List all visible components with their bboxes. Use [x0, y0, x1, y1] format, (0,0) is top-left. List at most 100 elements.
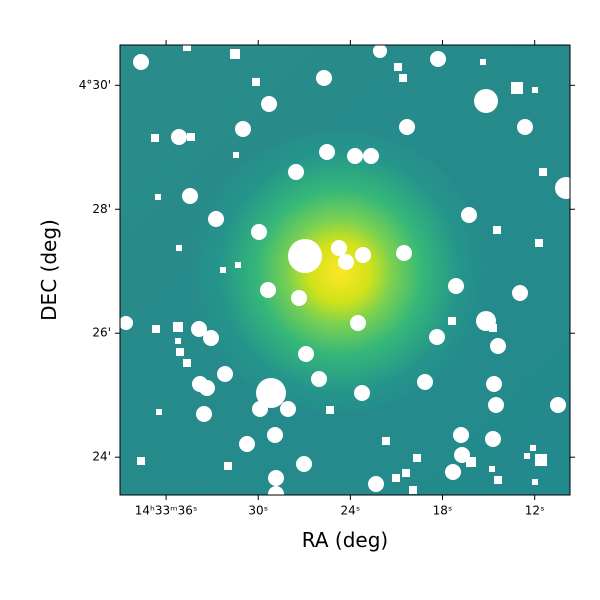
mask-circle	[429, 329, 445, 345]
mask-circle	[203, 330, 219, 346]
mask-circle	[486, 376, 502, 392]
mask-square	[402, 469, 410, 477]
mask-square	[409, 486, 417, 494]
mask-circle	[260, 282, 276, 298]
mask-circle	[280, 401, 296, 417]
mask-circle	[485, 431, 501, 447]
mask-square	[155, 194, 161, 200]
mask-circle	[453, 427, 469, 443]
mask-square	[493, 226, 501, 234]
mask-square	[532, 479, 538, 485]
x-tick-label: 12ˢ	[525, 504, 545, 518]
mask-square	[173, 322, 183, 332]
mask-square	[230, 49, 240, 59]
mask-square	[466, 457, 476, 467]
mask-square	[511, 82, 523, 94]
mask-circle	[182, 188, 198, 204]
mask-circle	[288, 239, 322, 273]
mask-circle	[347, 148, 363, 164]
x-tick-label: 24ˢ	[341, 504, 361, 518]
mask-circle	[268, 486, 284, 495]
mask-square	[176, 348, 184, 356]
mask-circle	[191, 321, 207, 337]
mask-circle	[331, 240, 347, 256]
mask-square	[480, 59, 486, 65]
axes-frame	[119, 44, 571, 496]
mask-square	[235, 262, 241, 268]
mask-circle	[490, 338, 506, 354]
mask-circle	[350, 315, 366, 331]
mask-square	[535, 239, 543, 247]
x-tick-label: 30ˢ	[248, 504, 268, 518]
mask-square	[530, 445, 536, 451]
mask-square	[532, 87, 538, 93]
mask-circle	[120, 316, 133, 330]
mask-circle	[268, 470, 284, 486]
mask-circle	[354, 385, 370, 401]
mask-square	[151, 134, 159, 142]
mask-square	[224, 462, 232, 470]
mask-square	[489, 324, 497, 332]
mask-circle	[199, 380, 215, 396]
mask-circle	[512, 285, 528, 301]
mask-circle	[251, 224, 267, 240]
mask-circle	[373, 45, 387, 58]
mask-square	[156, 409, 162, 415]
mask-circle	[363, 148, 379, 164]
mask-circle	[396, 245, 412, 261]
mask-circle	[133, 54, 149, 70]
mask-square	[137, 457, 145, 465]
mask-square	[399, 74, 407, 82]
mask-circle	[550, 397, 566, 413]
mask-circle	[448, 278, 464, 294]
x-axis-label: RA (deg)	[302, 528, 388, 552]
mask-circle	[338, 254, 354, 270]
mask-circle	[417, 374, 433, 390]
mask-circle	[239, 436, 255, 452]
mask-square	[382, 437, 390, 445]
mask-circle	[319, 144, 335, 160]
mask-circle	[430, 51, 446, 67]
mask-circle	[291, 290, 307, 306]
mask-square	[176, 245, 182, 251]
mask-square	[394, 63, 402, 71]
y-tick-label: 24'	[92, 450, 111, 464]
mask-circle	[311, 371, 327, 387]
mask-square	[489, 466, 495, 472]
mask-square	[326, 406, 334, 414]
mask-circle	[208, 211, 224, 227]
mask-square	[220, 267, 226, 273]
mask-circle	[461, 207, 477, 223]
mask-square	[252, 78, 260, 86]
x-tick-label: 18ˢ	[433, 504, 453, 518]
mask-circle	[517, 119, 533, 135]
mask-circle	[171, 129, 187, 145]
mask-circle	[488, 397, 504, 413]
mask-circle	[267, 427, 283, 443]
mask-circle	[235, 121, 251, 137]
mask-square	[175, 338, 181, 344]
mask-circle	[474, 89, 498, 113]
mask-circle	[298, 346, 314, 362]
image	[120, 45, 570, 495]
y-tick-label: 26'	[92, 326, 111, 340]
mask-circle	[555, 177, 570, 199]
mask-square	[524, 453, 530, 459]
mask-square	[535, 454, 547, 466]
y-tick-label: 28'	[92, 202, 111, 216]
mask-circle	[217, 366, 233, 382]
mask-circle	[288, 164, 304, 180]
y-axis-label: DEC (deg)	[37, 219, 61, 321]
mask-circle	[296, 456, 312, 472]
mask-square	[539, 168, 547, 176]
mask-circle	[445, 464, 461, 480]
mask-circle	[256, 378, 286, 408]
mask-square	[448, 317, 456, 325]
mask-circle	[399, 119, 415, 135]
y-tick-label: 4°30'	[79, 78, 111, 92]
mask-circle	[261, 96, 277, 112]
mask-square	[152, 325, 160, 333]
mask-circle	[316, 70, 332, 86]
x-tick-label: 14ʰ33ᵐ36ˢ	[135, 504, 198, 518]
